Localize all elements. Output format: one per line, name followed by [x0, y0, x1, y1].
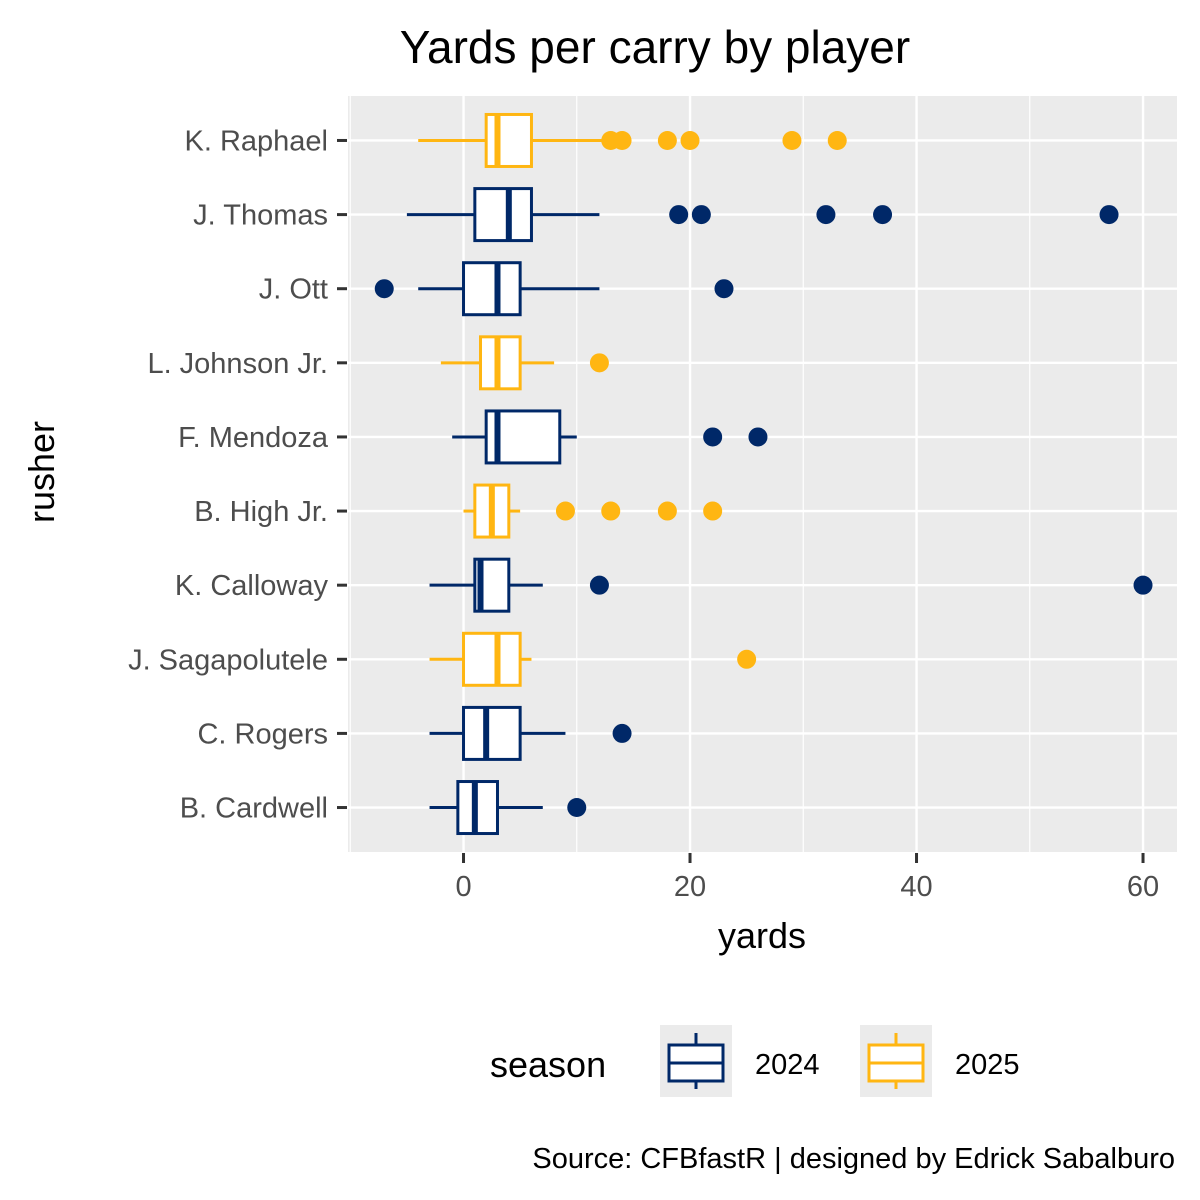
outlier-point — [567, 798, 587, 818]
x-tick-label: 60 — [1127, 871, 1159, 903]
chart-title: Yards per carry by player — [400, 21, 910, 73]
outlier-point — [374, 279, 394, 299]
box-f-mendoza — [452, 409, 768, 465]
box-k-raphael — [418, 112, 847, 168]
x-tick-label: 0 — [455, 871, 471, 903]
outlier-point — [827, 130, 847, 150]
outlier-point — [1099, 205, 1119, 225]
y-tick-label: B. Cardwell — [180, 793, 328, 825]
x-axis: 0 20 40 60 — [455, 853, 1159, 903]
outlier-point — [1133, 575, 1153, 595]
y-tick-label: J. Sagapolutele — [128, 644, 328, 676]
outlier-point — [680, 130, 700, 150]
x-tick-label: 40 — [900, 871, 932, 903]
legend-entry-2024: 2024 — [660, 1025, 820, 1097]
legend: season 2024 2025 — [490, 1025, 1020, 1097]
box-b-high-jr — [463, 483, 723, 539]
legend-label: 2024 — [755, 1049, 820, 1081]
box-c-rogers — [429, 705, 632, 761]
outlier-point — [589, 353, 609, 373]
box-j-sagapolutele — [429, 631, 757, 687]
outlier-point — [669, 205, 689, 225]
y-tick-label: J. Ott — [259, 274, 328, 306]
outlier-point — [703, 501, 723, 521]
x-tick-label: 20 — [674, 871, 706, 903]
box-k-calloway — [429, 557, 1153, 613]
y-tick-label: C. Rogers — [197, 718, 328, 750]
legend-entry-2025: 2025 — [860, 1025, 1020, 1097]
legend-label: 2025 — [955, 1049, 1020, 1081]
x-axis-title: yards — [718, 915, 806, 956]
y-tick-label: L. Johnson Jr. — [147, 348, 328, 380]
outlier-point — [737, 649, 757, 669]
box-iqr — [462, 705, 522, 761]
outlier-point — [873, 205, 893, 225]
outlier-point — [612, 130, 632, 150]
box-iqr — [484, 112, 533, 168]
outlier-point — [691, 205, 711, 225]
y-tick-label: K. Calloway — [175, 570, 329, 602]
box-iqr — [462, 261, 522, 317]
box-iqr — [462, 631, 522, 687]
outlier-point — [555, 501, 575, 521]
chart-caption: Source: CFBfastR | designed by Edrick Sa… — [532, 1143, 1175, 1175]
y-axis-title: rusher — [21, 421, 62, 523]
outlier-point — [816, 205, 836, 225]
box-iqr — [473, 187, 533, 243]
legend-title: season — [490, 1044, 606, 1085]
outlier-point — [657, 130, 677, 150]
y-tick-label: B. High Jr. — [194, 496, 328, 528]
outlier-point — [748, 427, 768, 447]
minor-gridlines — [349, 96, 1031, 852]
outlier-point — [714, 279, 734, 299]
y-tick-label: K. Raphael — [185, 125, 329, 157]
outlier-point — [657, 501, 677, 521]
box-j-ott — [374, 261, 734, 317]
y-tick-label: J. Thomas — [193, 200, 328, 232]
outlier-point — [703, 427, 723, 447]
box-series — [374, 112, 1153, 836]
y-axis: K. Raphael J. Thomas J. Ott L. Johnson Jr. F… — [128, 125, 347, 825]
outlier-point — [782, 130, 802, 150]
y-tick-label: F. Mendoza — [178, 422, 329, 454]
box-l-johnson-jr — [440, 335, 609, 391]
legend-entries: 2024 2025 — [660, 1025, 1020, 1097]
box-j-thomas — [406, 187, 1119, 243]
outlier-point — [601, 501, 621, 521]
outlier-point — [612, 723, 632, 743]
box-b-cardwell — [429, 780, 587, 836]
outlier-point — [589, 575, 609, 595]
